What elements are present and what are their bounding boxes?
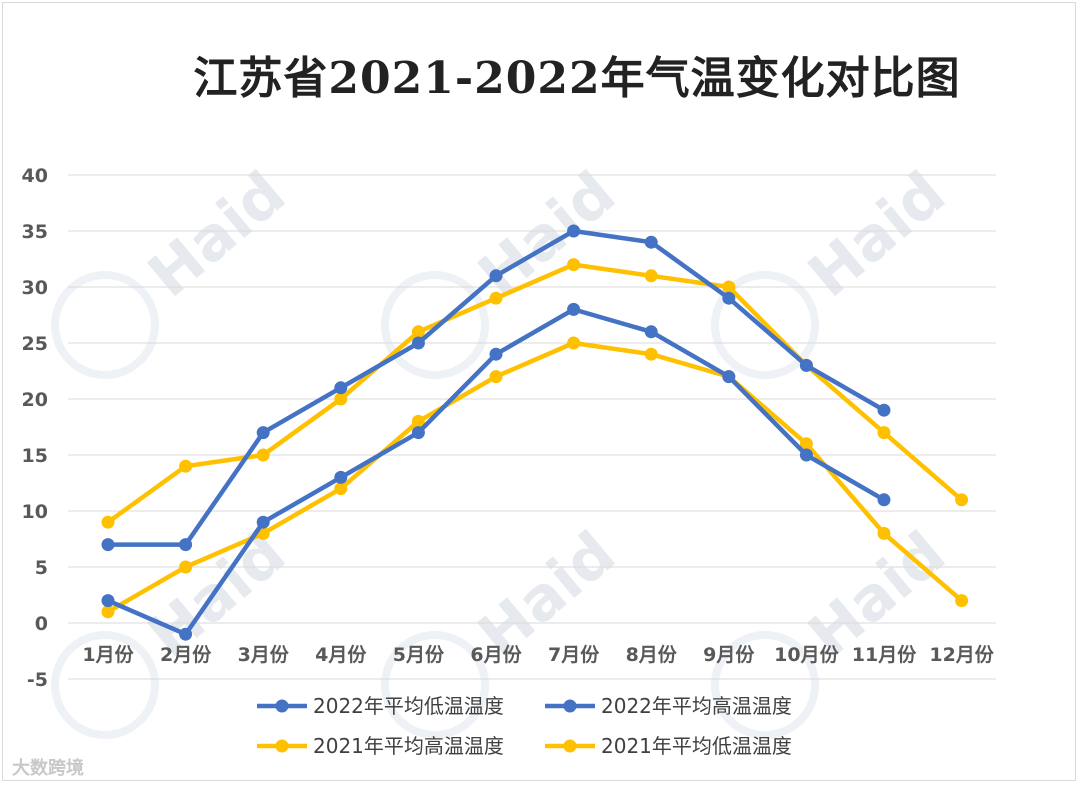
- data-point: [567, 302, 581, 316]
- data-point: [101, 594, 115, 608]
- data-point: [567, 258, 581, 272]
- data-point: [489, 291, 503, 305]
- data-point: [334, 381, 348, 395]
- data-point: [411, 414, 425, 428]
- watermark-logo-icon: [381, 271, 489, 379]
- data-point: [644, 347, 658, 361]
- data-point: [101, 515, 115, 529]
- legend-marker: [275, 739, 289, 753]
- x-tick-label: 8月份: [626, 643, 678, 666]
- chart-title: 江苏省2021-2022年气温变化对比图: [193, 53, 961, 104]
- legend: 2022年平均低温温度 2022年平均高温温度 2021年平均高温温度 2021年平均…: [257, 694, 792, 758]
- data-point: [489, 347, 503, 361]
- legend-marker: [563, 739, 577, 753]
- data-point: [567, 224, 581, 238]
- x-tick-label: 10月份: [774, 643, 839, 666]
- data-point: [179, 627, 193, 641]
- y-tick-label: -5: [27, 669, 48, 691]
- watermark-logo-icon: [51, 271, 159, 379]
- data-point: [955, 493, 969, 507]
- data-point: [799, 437, 813, 451]
- data-point: [489, 269, 503, 283]
- data-point: [799, 358, 813, 372]
- y-tick-label: 30: [22, 277, 48, 299]
- data-point: [722, 370, 736, 384]
- data-point: [179, 459, 193, 473]
- series-line: [105, 262, 964, 525]
- source-watermark: 大数跨境: [12, 758, 84, 779]
- legend-label: 2021年平均低温温度: [601, 734, 792, 758]
- x-tick-label: 3月份: [238, 643, 290, 666]
- x-tick-label: 1月份: [82, 643, 134, 666]
- legend-marker: [275, 699, 289, 713]
- data-point: [334, 482, 348, 496]
- x-tick-label: 4月份: [315, 643, 367, 666]
- x-tick-label: 12月份: [929, 643, 994, 666]
- legend-marker: [563, 699, 577, 713]
- x-tick-label: 2月份: [160, 643, 212, 666]
- data-point: [799, 448, 813, 462]
- data-point: [489, 370, 503, 384]
- data-point: [256, 448, 270, 462]
- data-point: [567, 336, 581, 350]
- x-tick-label: 5月份: [393, 643, 445, 666]
- data-point: [722, 280, 736, 294]
- watermark-logo-icon: [711, 631, 819, 739]
- grid-layer: [68, 174, 996, 680]
- x-tick-label: 6月份: [470, 643, 522, 666]
- data-point: [644, 269, 658, 283]
- x-tick-label: 9月份: [703, 643, 755, 666]
- data-point: [411, 325, 425, 339]
- data-point: [256, 515, 270, 529]
- y-tick-label: 15: [22, 445, 48, 467]
- data-point: [722, 291, 736, 305]
- watermark-logo-icon: [711, 271, 819, 379]
- y-axis-ticks: 40 35 30 25 20 15 10 5 0 -5: [22, 165, 48, 691]
- x-axis-ticks: 1月份 2月份 3月份 4月份 5月份 6月份 7月份 8月份 9月份 10月份 11月份 12月份: [82, 643, 994, 666]
- data-point: [411, 336, 425, 350]
- data-point: [877, 493, 891, 507]
- y-tick-label: 0: [35, 613, 48, 635]
- data-point: [644, 325, 658, 339]
- data-point: [877, 426, 891, 440]
- y-tick-label: 25: [22, 333, 48, 355]
- watermark-logo-icon: [51, 631, 159, 739]
- data-point: [411, 426, 425, 440]
- data-point: [179, 560, 193, 574]
- data-point: [334, 470, 348, 484]
- data-point: [644, 235, 658, 249]
- y-tick-label: 35: [22, 221, 48, 243]
- data-point: [179, 538, 193, 552]
- y-tick-label: 10: [22, 501, 48, 523]
- y-tick-label: 20: [22, 389, 48, 411]
- data-point: [955, 594, 969, 608]
- watermark-logo-icon: [381, 631, 489, 739]
- y-tick-label: 40: [22, 165, 48, 187]
- watermark-text: Haid: [796, 158, 959, 311]
- data-point: [256, 426, 270, 440]
- data-point: [877, 526, 891, 540]
- legend-label: 2021年平均高温温度: [313, 734, 504, 758]
- watermark-text: Haid: [136, 158, 299, 311]
- data-point: [101, 538, 115, 552]
- legend-label: 2022年平均低温温度: [313, 694, 504, 718]
- y-tick-label: 5: [35, 557, 48, 579]
- x-tick-label: 11月份: [852, 643, 917, 666]
- legend-label: 2022年平均高温温度: [601, 694, 792, 718]
- data-point: [877, 403, 891, 417]
- data-point: [101, 605, 115, 619]
- series-layer: [101, 224, 969, 641]
- data-point: [334, 392, 348, 406]
- x-tick-label: 7月份: [548, 643, 600, 666]
